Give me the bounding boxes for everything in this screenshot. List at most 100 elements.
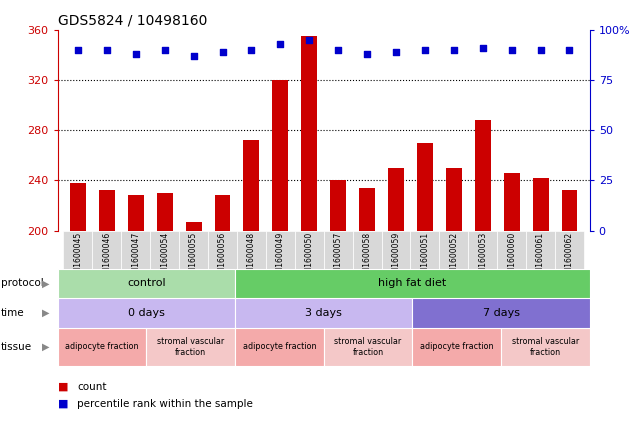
Text: GSM1600045: GSM1600045	[74, 232, 83, 283]
Bar	[475, 120, 491, 423]
Text: stromal vascular
fraction: stromal vascular fraction	[512, 337, 579, 357]
Text: adipocyte fraction: adipocyte fraction	[420, 342, 494, 352]
Bar	[156, 193, 172, 423]
Point	[131, 50, 141, 57]
Text: GSM1600048: GSM1600048	[247, 232, 256, 283]
Text: adipocyte fraction: adipocyte fraction	[65, 342, 138, 352]
Bar	[388, 168, 404, 423]
Bar	[359, 188, 375, 423]
Bar	[235, 298, 412, 328]
Bar	[63, 231, 92, 269]
Text: GSM1600061: GSM1600061	[536, 232, 545, 283]
Point	[160, 47, 170, 53]
Bar	[70, 183, 86, 423]
Text: control: control	[127, 278, 165, 288]
Point	[391, 48, 401, 55]
Text: GSM1600057: GSM1600057	[334, 232, 343, 283]
Point	[304, 36, 314, 43]
Text: GSM1600047: GSM1600047	[131, 232, 140, 283]
Bar	[215, 195, 231, 423]
Text: GSM1600050: GSM1600050	[304, 232, 313, 283]
Bar	[186, 222, 201, 423]
Point	[275, 40, 285, 47]
Bar	[412, 298, 590, 328]
Text: GSM1600046: GSM1600046	[103, 232, 112, 283]
Bar	[324, 231, 353, 269]
Text: GSM1600055: GSM1600055	[189, 232, 198, 283]
Text: tissue: tissue	[1, 342, 32, 352]
Bar	[266, 231, 295, 269]
Bar	[146, 328, 235, 366]
Bar	[121, 231, 150, 269]
Bar	[469, 231, 497, 269]
Bar	[235, 269, 590, 298]
Bar	[58, 298, 235, 328]
Bar	[272, 80, 288, 423]
Text: 0 days: 0 days	[128, 308, 165, 318]
Text: GSM1600058: GSM1600058	[363, 232, 372, 283]
Point	[333, 47, 344, 53]
Bar	[533, 178, 549, 423]
Bar	[295, 231, 324, 269]
Text: GSM1600052: GSM1600052	[449, 232, 458, 283]
Text: GSM1600049: GSM1600049	[276, 232, 285, 283]
Text: ■: ■	[58, 399, 68, 409]
Bar	[501, 328, 590, 366]
Point	[246, 47, 256, 53]
Text: GSM1600059: GSM1600059	[392, 232, 401, 283]
Point	[188, 52, 199, 59]
Bar	[446, 168, 462, 423]
Bar	[58, 269, 235, 298]
Bar	[526, 231, 555, 269]
Text: ▶: ▶	[42, 308, 49, 318]
Point	[362, 50, 372, 57]
Text: GSM1600060: GSM1600060	[507, 232, 516, 283]
Bar	[410, 231, 439, 269]
Bar	[128, 195, 144, 423]
Bar	[99, 190, 115, 423]
Text: protocol: protocol	[1, 278, 44, 288]
Bar	[235, 328, 324, 366]
Bar	[353, 231, 381, 269]
Bar	[381, 231, 410, 269]
Bar	[562, 190, 578, 423]
Text: count: count	[77, 382, 106, 392]
Text: high fat diet: high fat diet	[378, 278, 447, 288]
Bar	[497, 231, 526, 269]
Point	[506, 47, 517, 53]
Text: stromal vascular
fraction: stromal vascular fraction	[335, 337, 402, 357]
Text: percentile rank within the sample: percentile rank within the sample	[77, 399, 253, 409]
Text: ▶: ▶	[42, 342, 49, 352]
Point	[420, 47, 430, 53]
Point	[102, 47, 112, 53]
Bar	[58, 328, 146, 366]
Text: GSM1600051: GSM1600051	[420, 232, 429, 283]
Point	[478, 44, 488, 51]
Bar	[439, 231, 469, 269]
Bar	[237, 231, 266, 269]
Bar	[324, 328, 412, 366]
Bar	[208, 231, 237, 269]
Text: adipocyte fraction: adipocyte fraction	[243, 342, 316, 352]
Bar	[555, 231, 584, 269]
Text: ■: ■	[58, 382, 68, 392]
Point	[535, 47, 545, 53]
Bar	[330, 180, 346, 423]
Point	[73, 47, 83, 53]
Bar	[244, 140, 260, 423]
Text: GSM1600053: GSM1600053	[478, 232, 487, 283]
Bar	[504, 173, 520, 423]
Text: 7 days: 7 days	[483, 308, 520, 318]
Text: GSM1600054: GSM1600054	[160, 232, 169, 283]
Text: GDS5824 / 10498160: GDS5824 / 10498160	[58, 13, 207, 27]
Bar	[150, 231, 179, 269]
Bar	[179, 231, 208, 269]
Text: time: time	[1, 308, 24, 318]
Bar	[412, 328, 501, 366]
Point	[449, 47, 459, 53]
Bar	[417, 143, 433, 423]
Text: ▶: ▶	[42, 278, 49, 288]
Point	[217, 48, 228, 55]
Point	[564, 47, 574, 53]
Text: 3 days: 3 days	[305, 308, 342, 318]
